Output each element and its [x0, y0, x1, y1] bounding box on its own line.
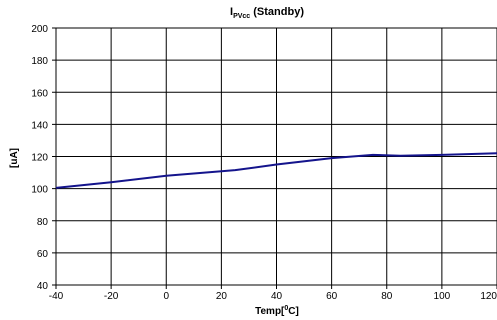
y-tick-label: 120: [31, 153, 48, 164]
y-tick-label: 200: [31, 24, 48, 35]
x-label-superscript: 0: [284, 305, 288, 312]
x-label-prefix: Temp[: [255, 306, 285, 317]
x-axis-label: Temp[0C]: [255, 305, 299, 317]
y-tick-label: 180: [31, 56, 48, 67]
y-tick-label: 60: [37, 249, 49, 260]
y-tick-label: 160: [31, 88, 48, 99]
x-tick-label: 40: [271, 291, 283, 302]
x-tick-label: 0: [163, 291, 169, 302]
y-tick-label: 100: [31, 185, 48, 196]
series-line: [55, 152, 497, 189]
y-tick-label: 40: [37, 281, 49, 292]
x-tick-label: -40: [49, 291, 64, 302]
y-axis-label: [uA]: [9, 148, 20, 168]
gridlines: [55, 27, 497, 286]
chart-title: IPVcc (Standby): [230, 6, 304, 20]
title-subscript: PVcc: [233, 13, 250, 20]
x-tick-label: 100: [434, 291, 451, 302]
title-main: I: [230, 6, 233, 18]
y-tick-label: 140: [31, 120, 48, 131]
series-layer: [55, 152, 497, 189]
axis-ticks: 40 60 80 100 120 140 160 180 200 -40 -20 0 20 40 60 80 1…: [31, 24, 497, 302]
x-tick-label: -20: [104, 291, 119, 302]
x-tick-label: 80: [381, 291, 393, 302]
x-tick-label: 120: [480, 291, 497, 302]
x-label-suffix: C]: [288, 306, 299, 317]
x-tick-label: 20: [216, 291, 228, 302]
y-tick-label: 80: [37, 217, 49, 228]
x-tick-label: 60: [326, 291, 338, 302]
title-suffix: (Standby): [250, 6, 304, 18]
